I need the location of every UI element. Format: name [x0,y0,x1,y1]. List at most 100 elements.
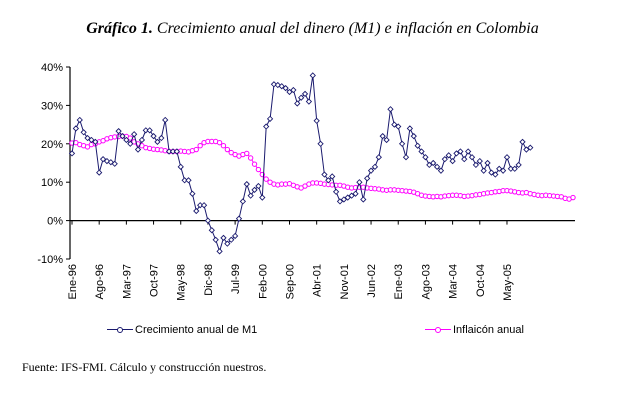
y-tick-label: 0% [47,216,63,228]
data-point [433,163,441,170]
data-point [96,169,103,176]
data-point [84,134,91,142]
data-point [414,142,421,149]
data-point [515,161,522,169]
data-point [367,167,375,174]
data-point [158,134,165,142]
x-tick-label: Ago-03 [420,264,432,299]
data-point [329,173,336,180]
data-point [461,156,468,163]
data-point [123,136,130,144]
source-text: IFS-FMI. Cálculo y construcción nuestros… [61,360,267,374]
data-point [235,215,243,222]
series-crecimiento-anual-de-m1 [68,72,534,255]
y-tick-label: -10% [37,254,63,266]
data-point [364,175,371,182]
y-tick-labels: -10% 0% 10% 20% 30% 40% [37,62,63,266]
x-tick-label: Jul-99 [230,264,242,294]
data-point [321,171,328,178]
data-point [119,132,126,140]
legend-item-inflation: Inflaicón anual [425,324,524,336]
data-point [344,194,351,201]
data-point [84,144,91,150]
data-point [247,192,254,199]
data-point [441,156,448,163]
chart-title-text: Crecimiento anual del dinero (M1) e infl… [156,20,539,37]
data-point [224,240,231,247]
y-tick-label: 10% [41,177,63,189]
chart-title-prefix: Gráfico 1. [86,20,153,37]
data-point [177,163,184,170]
data-point [185,177,192,184]
data-point [527,144,534,151]
data-point [162,116,169,124]
data-point [204,217,212,224]
axes [66,66,575,260]
x-tick-label: May-05 [502,264,514,301]
chart-title: Gráfico 1. Crecimiento anual del dinero … [0,20,625,38]
x-tick-label: Ene-03 [393,264,405,299]
legend-swatch-m1 [107,325,133,335]
data-point [492,171,499,178]
data-point [212,236,219,243]
data-point [395,123,402,130]
x-tick-label: Oct-97 [149,264,161,297]
data-point [80,129,87,136]
x-tick-label: May-98 [176,264,188,301]
data-point [247,155,254,161]
data-point [519,138,526,146]
data-point [332,188,340,195]
data-point [340,196,347,203]
x-tick-label: Mar-97 [121,264,133,299]
data-point [197,143,203,149]
series-line [71,75,531,253]
data-point [422,154,429,161]
data-point [127,140,134,147]
data-point [336,198,344,205]
data-point [131,131,138,138]
data-point [437,167,445,174]
data-point [511,165,518,172]
data-point [352,190,359,197]
data-point [309,72,316,79]
data-point [239,198,247,205]
legend-label-m1: Crecimiento anual de M1 [135,324,258,336]
data-point [115,127,122,135]
data-point [92,138,99,146]
data-point [251,161,258,167]
data-point [154,138,161,146]
data-point [228,236,235,243]
data-point [317,140,324,147]
data-point [379,132,386,140]
data-point [398,140,406,147]
x-tick-label: Oct-04 [475,264,487,297]
x-tick-label: Feb-00 [257,264,269,299]
data-point [430,159,437,167]
data-point [488,169,495,176]
data-point [220,234,227,242]
x-tick-label: Nov-01 [339,264,351,299]
legend-label-inflation: Inflaicón anual [453,324,524,336]
data-point [266,115,274,122]
data-point [231,232,239,240]
data-point [193,207,200,215]
data-point [294,100,301,107]
data-point [465,148,472,155]
data-point [523,146,530,153]
source-label: Fuente: [22,360,58,374]
y-tick-label: 20% [41,139,63,151]
data-point [255,182,262,190]
data-point [383,136,390,144]
data-point [255,166,262,173]
data-point [313,117,320,124]
data-point [348,192,355,199]
data-point [88,136,95,144]
data-point [193,146,199,153]
data-point [426,161,433,169]
data-point [476,157,483,165]
data-point [375,154,382,161]
data-point [259,194,266,201]
y-tick-label: 40% [41,62,63,74]
data-point [216,139,223,146]
